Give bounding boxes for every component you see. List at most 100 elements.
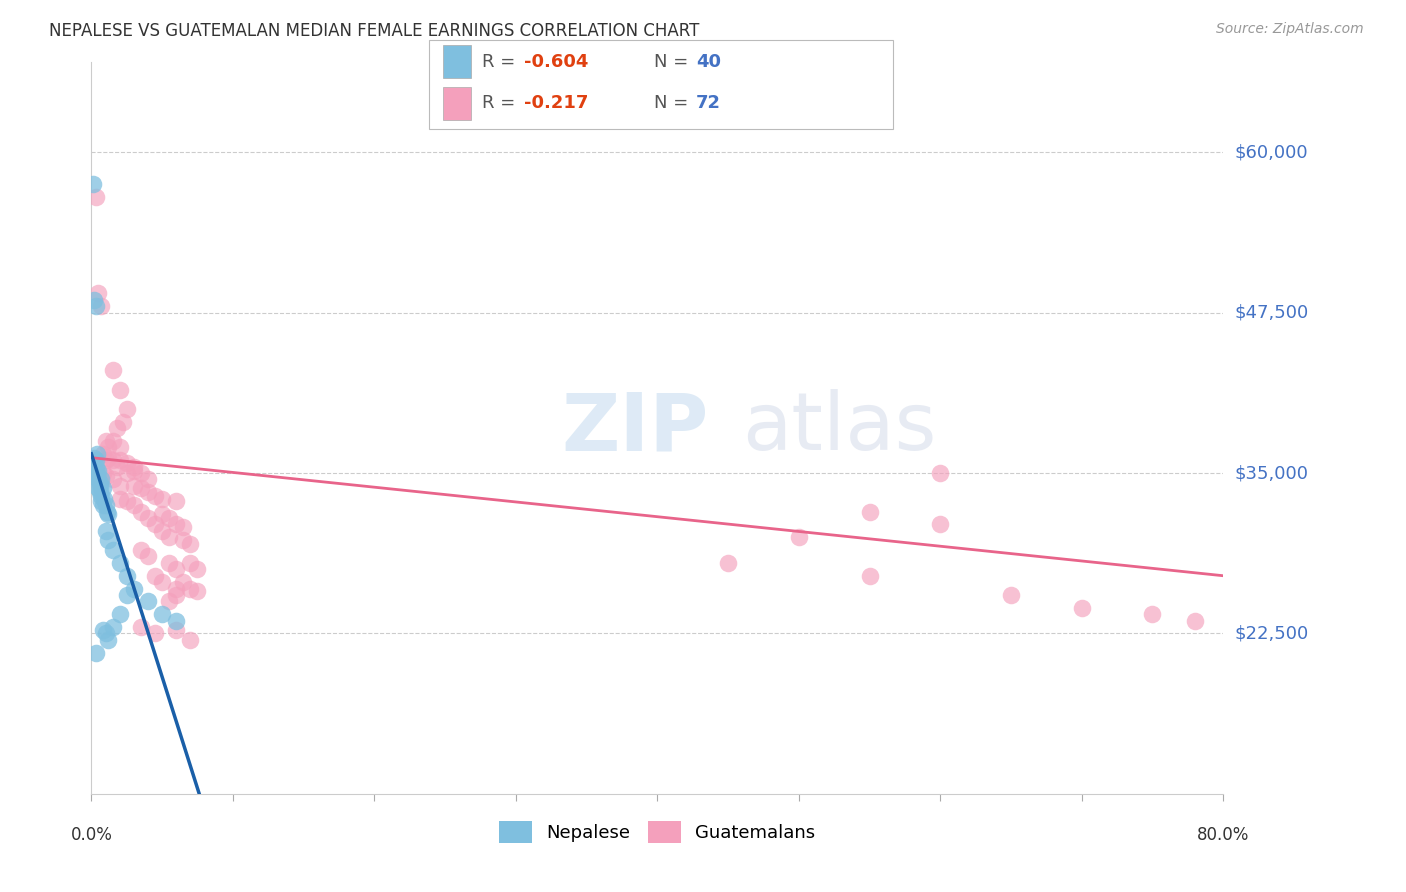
Point <box>929 517 952 532</box>
Text: -0.217: -0.217 <box>524 95 589 112</box>
Point <box>90 473 112 487</box>
Point <box>93 491 115 506</box>
Point <box>165 582 187 596</box>
Point <box>165 588 187 602</box>
Point <box>150 507 173 521</box>
Text: NEPALESE VS GUATEMALAN MEDIAN FEMALE EARNINGS CORRELATION CHART: NEPALESE VS GUATEMALAN MEDIAN FEMALE EAR… <box>49 22 700 40</box>
Point <box>179 556 201 570</box>
Point <box>91 498 114 512</box>
Point <box>105 421 128 435</box>
Point <box>129 505 152 519</box>
Point <box>122 582 145 596</box>
Point <box>122 459 145 474</box>
Point <box>84 646 107 660</box>
Point <box>165 517 187 532</box>
Point <box>1142 607 1164 622</box>
Text: ZIP: ZIP <box>561 389 709 467</box>
Point <box>111 415 134 429</box>
Point <box>179 536 201 550</box>
Point <box>115 568 138 582</box>
Point <box>86 466 108 480</box>
Point <box>115 466 138 480</box>
Point <box>101 473 124 487</box>
Point <box>84 299 107 313</box>
Point <box>97 533 120 547</box>
Point <box>143 626 166 640</box>
Text: $60,000: $60,000 <box>1234 144 1308 161</box>
Point <box>172 533 194 547</box>
Point <box>101 363 124 377</box>
Text: Source: ZipAtlas.com: Source: ZipAtlas.com <box>1216 22 1364 37</box>
Text: atlas: atlas <box>742 389 936 467</box>
Text: R =: R = <box>482 53 522 70</box>
Point <box>129 543 152 558</box>
Point <box>84 453 107 467</box>
Point <box>101 434 124 448</box>
Point <box>129 620 152 634</box>
Point <box>157 530 180 544</box>
Point <box>108 441 131 455</box>
Text: -0.604: -0.604 <box>524 53 589 70</box>
Point <box>143 517 166 532</box>
Point <box>143 568 166 582</box>
Point <box>129 466 152 480</box>
Point <box>89 476 111 491</box>
Point <box>97 441 120 455</box>
Point <box>94 498 117 512</box>
Point <box>87 482 110 496</box>
Point <box>97 450 120 465</box>
Text: $22,500: $22,500 <box>1234 624 1309 642</box>
Point <box>94 626 117 640</box>
Point <box>165 494 187 508</box>
Point <box>86 447 108 461</box>
Point <box>108 491 131 506</box>
Point <box>143 489 166 503</box>
Point <box>84 459 107 474</box>
Point <box>858 505 880 519</box>
Point <box>101 453 124 467</box>
Point <box>89 479 111 493</box>
Point <box>97 632 120 647</box>
Point <box>122 498 145 512</box>
Point <box>91 447 114 461</box>
Point <box>179 582 201 596</box>
Point <box>87 473 110 487</box>
Point <box>136 594 159 608</box>
Point <box>929 466 952 480</box>
Text: $35,000: $35,000 <box>1234 464 1309 482</box>
Point <box>186 562 208 576</box>
Point <box>150 524 173 538</box>
Point <box>90 299 112 313</box>
Point <box>165 614 187 628</box>
Point <box>122 463 145 477</box>
Point <box>91 482 114 496</box>
Point <box>91 623 114 637</box>
Text: R =: R = <box>482 95 527 112</box>
Point <box>717 556 740 570</box>
Point <box>94 468 117 483</box>
Point <box>94 453 117 467</box>
Point <box>129 482 152 496</box>
Text: 80.0%: 80.0% <box>1197 826 1250 844</box>
Point <box>83 450 105 465</box>
Point <box>115 456 138 470</box>
Point <box>1000 588 1022 602</box>
Point <box>86 468 108 483</box>
Point <box>94 524 117 538</box>
Point <box>87 286 110 301</box>
Point <box>87 463 110 477</box>
Point <box>150 575 173 590</box>
Point <box>136 511 159 525</box>
Point <box>136 485 159 500</box>
Point <box>1070 600 1092 615</box>
Text: 72: 72 <box>696 95 721 112</box>
Legend: Nepalese, Guatemalans: Nepalese, Guatemalans <box>492 814 823 851</box>
Text: N =: N = <box>654 53 693 70</box>
Point <box>787 530 810 544</box>
Point <box>157 511 180 525</box>
Point <box>83 293 105 307</box>
Text: $47,500: $47,500 <box>1234 303 1309 322</box>
Point <box>108 453 131 467</box>
Point <box>150 607 173 622</box>
Point <box>858 568 880 582</box>
